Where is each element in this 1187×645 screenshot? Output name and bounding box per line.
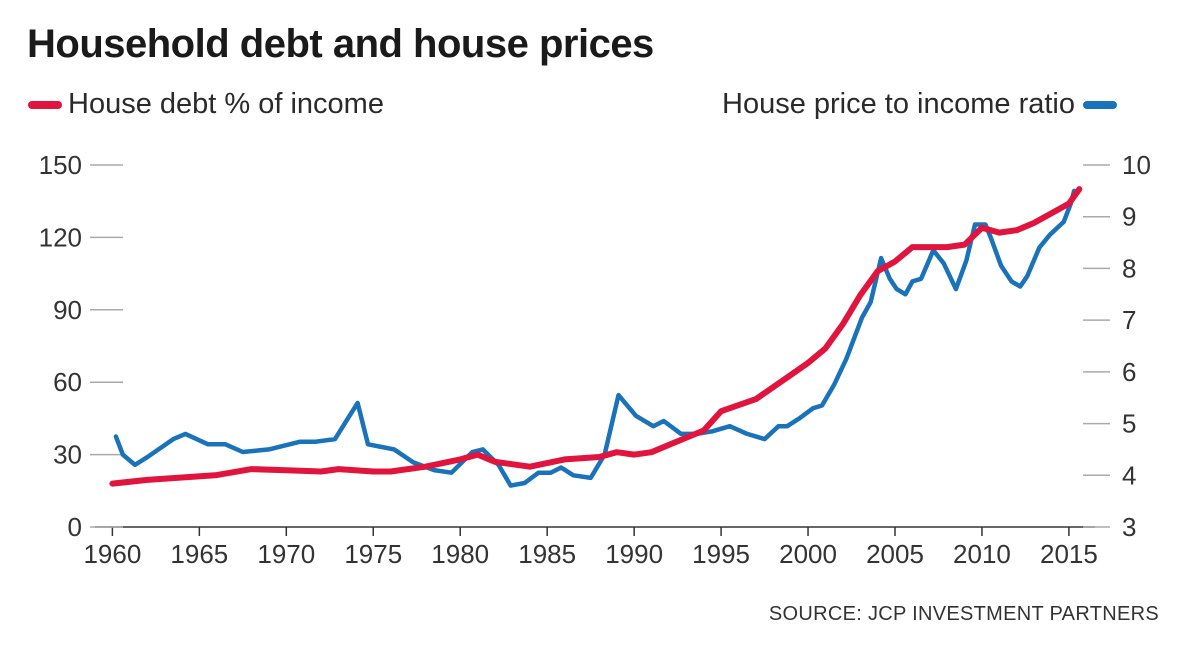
x-tick-label-1965: 1965	[170, 539, 228, 569]
right-tick-label-3: 3	[1122, 512, 1136, 542]
right-tick-label-9: 9	[1122, 202, 1136, 232]
legend-price-ratio-label: House price to income ratio	[722, 88, 1075, 120]
left-tick-label-90: 90	[53, 295, 82, 325]
x-tick-label-2015: 2015	[1040, 539, 1098, 569]
right-tick-label-7: 7	[1122, 305, 1136, 335]
x-tick-label-1985: 1985	[518, 539, 576, 569]
left-tick-label-120: 120	[39, 222, 82, 252]
legend-debt-label: House debt % of income	[68, 88, 384, 120]
x-tick-label-2005: 2005	[866, 539, 924, 569]
x-tick-label-1960: 1960	[83, 539, 141, 569]
x-tick-label-2000: 2000	[779, 539, 837, 569]
left-tick-label-60: 60	[53, 367, 82, 397]
x-tick-label-2010: 2010	[953, 539, 1011, 569]
right-tick-label-5: 5	[1122, 409, 1136, 439]
source-note: SOURCE: JCP INVESTMENT PARTNERS	[768, 603, 1159, 625]
x-tick-label-1990: 1990	[605, 539, 663, 569]
left-tick-label-0: 0	[68, 512, 82, 542]
legend-debt-swatch	[28, 100, 62, 109]
x-tick-label-1975: 1975	[344, 539, 402, 569]
right-tick-label-8: 8	[1122, 253, 1136, 283]
series-line-house-debt	[109, 186, 1083, 487]
series-line-price-ratio	[113, 188, 1077, 488]
x-tick-label-1980: 1980	[431, 539, 489, 569]
x-tick-label-1970: 1970	[257, 539, 315, 569]
right-tick-label-10: 10	[1122, 150, 1151, 180]
right-tick-label-4: 4	[1122, 460, 1136, 490]
left-tick-label-30: 30	[53, 440, 82, 470]
legend-price-ratio-swatch	[1083, 100, 1117, 109]
x-tick-label-1995: 1995	[692, 539, 750, 569]
legend-debt: House debt % of income	[28, 88, 384, 121]
chart-title: Household debt and house prices	[27, 22, 654, 66]
legend-price-ratio: House price to income ratio	[722, 88, 1117, 121]
right-tick-label-6: 6	[1122, 357, 1136, 387]
left-tick-label-150: 150	[39, 150, 82, 180]
